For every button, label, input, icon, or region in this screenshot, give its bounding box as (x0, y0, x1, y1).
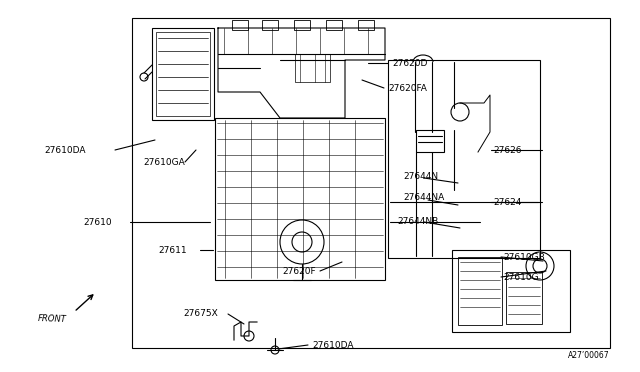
Text: 27626: 27626 (493, 145, 522, 154)
Text: 27644N: 27644N (403, 171, 438, 180)
Text: 27624: 27624 (493, 198, 522, 206)
Bar (452, 250, 570, 332)
Bar (295, 54, 330, 82)
Text: 27610GB: 27610GB (503, 253, 545, 262)
Text: 27610DA: 27610DA (44, 145, 86, 154)
Bar (458, 257, 502, 325)
Bar (262, 20, 278, 30)
Text: 27611: 27611 (158, 246, 187, 254)
Text: 27610GA: 27610GA (143, 157, 185, 167)
Text: 27610G: 27610G (503, 273, 539, 282)
Text: 27620FA: 27620FA (388, 83, 427, 93)
Bar (152, 28, 214, 120)
Text: 27675X: 27675X (183, 310, 218, 318)
Text: 27644NA: 27644NA (403, 192, 444, 202)
Text: FRONT: FRONT (38, 314, 67, 324)
Bar (156, 32, 210, 116)
Text: 27610DA: 27610DA (312, 340, 353, 350)
Text: 27620D: 27620D (392, 58, 428, 67)
Text: 27644NB: 27644NB (397, 217, 438, 225)
Bar (326, 20, 342, 30)
Bar (358, 20, 374, 30)
Bar (215, 118, 385, 280)
Text: 27610: 27610 (83, 218, 111, 227)
Bar (132, 18, 610, 348)
Text: A27’00067: A27’00067 (568, 352, 610, 360)
Bar (232, 20, 248, 30)
Bar (506, 272, 542, 324)
Bar (294, 20, 310, 30)
Bar (416, 130, 444, 152)
Text: 27620F: 27620F (282, 266, 316, 276)
Bar (388, 60, 540, 258)
